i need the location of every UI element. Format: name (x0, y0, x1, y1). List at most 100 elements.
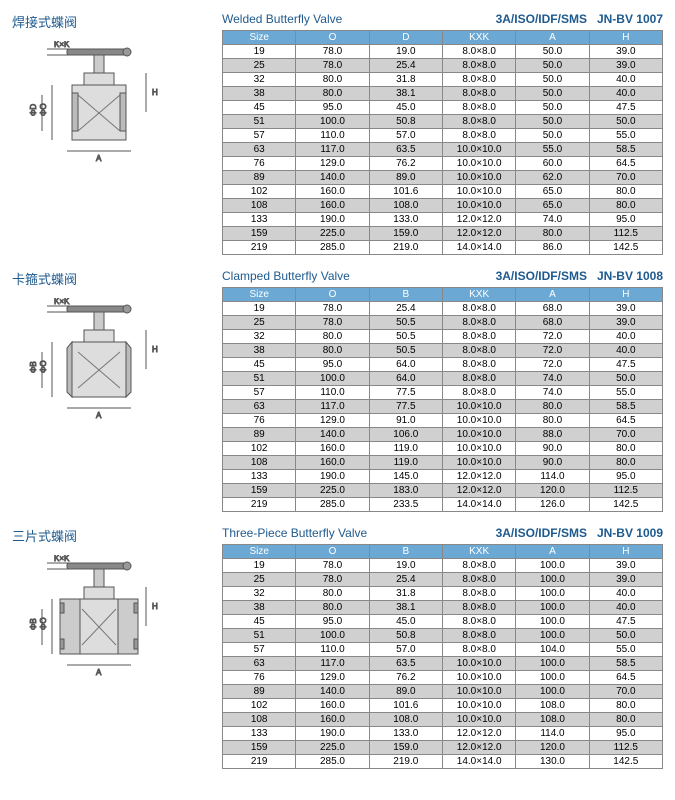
table-cell: 159 (223, 484, 296, 498)
table-cell: 31.8 (369, 587, 442, 601)
table-cell: 102 (223, 442, 296, 456)
table-header-bar: Three-Piece Butterfly Valve3A/ISO/IDF/SM… (222, 526, 663, 540)
table-cell: 40.0 (589, 601, 662, 615)
table-cell: 90.0 (516, 456, 589, 470)
table-cell: 47.5 (589, 101, 662, 115)
table-cell: 65.0 (516, 185, 589, 199)
table-row: 63117.063.510.0×10.0100.058.5 (223, 657, 663, 671)
table-row: 89140.089.010.0×10.0100.070.0 (223, 685, 663, 699)
table-cell: 68.0 (516, 302, 589, 316)
table-row: 57110.057.08.0×8.0104.055.0 (223, 643, 663, 657)
section-title-en: Welded Butterfly Valve (222, 12, 342, 26)
table-cell: 80.0 (516, 227, 589, 241)
table-cell: 108 (223, 456, 296, 470)
table-cell: 142.5 (589, 755, 662, 769)
table-cell: 8.0×8.0 (442, 302, 515, 316)
table-cell: 160.0 (296, 713, 369, 727)
spec-table: SizeOBKXKAH1978.019.08.0×8.0100.039.0257… (222, 544, 663, 769)
svg-text:H: H (152, 345, 158, 354)
table-cell: 100.0 (516, 629, 589, 643)
table-cell: 50.5 (369, 344, 442, 358)
table-cell: 8.0×8.0 (442, 87, 515, 101)
table-cell: 19 (223, 45, 296, 59)
table-cell: 50.5 (369, 316, 442, 330)
table-row: 51100.064.08.0×8.074.050.0 (223, 372, 663, 386)
table-row: 159225.0183.012.0×12.0120.0112.5 (223, 484, 663, 498)
table-cell: 285.0 (296, 498, 369, 512)
table-cell: 95.0 (589, 213, 662, 227)
column-header: A (516, 31, 589, 45)
table-cell: 219.0 (369, 755, 442, 769)
table-cell: 12.0×12.0 (442, 227, 515, 241)
table-cell: 102 (223, 699, 296, 713)
table-cell: 120.0 (516, 741, 589, 755)
table-cell: 190.0 (296, 213, 369, 227)
valve-diagram: K×KΦOΦBHA (12, 555, 182, 690)
product-code: JN-BV 1009 (597, 526, 663, 540)
section-title-cn: 三片式蝶阀 (12, 526, 222, 545)
table-cell: 80.0 (516, 414, 589, 428)
column-header: O (296, 31, 369, 45)
column-header: O (296, 288, 369, 302)
table-cell: 64.5 (589, 671, 662, 685)
table-cell: 50.5 (369, 330, 442, 344)
table-cell: 50.0 (589, 115, 662, 129)
table-cell: 32 (223, 330, 296, 344)
table-cell: 57 (223, 643, 296, 657)
table-cell: 12.0×12.0 (442, 470, 515, 484)
table-cell: 112.5 (589, 484, 662, 498)
table-cell: 100.0 (516, 685, 589, 699)
section-title-cn: 焊接式蝶阀 (12, 12, 222, 31)
table-cell: 40.0 (589, 87, 662, 101)
table-cell: 117.0 (296, 657, 369, 671)
table-cell: 10.0×10.0 (442, 199, 515, 213)
table-cell: 50.0 (516, 101, 589, 115)
table-cell: 80.0 (589, 199, 662, 213)
table-cell: 58.5 (589, 143, 662, 157)
table-cell: 160.0 (296, 199, 369, 213)
svg-text:K×K: K×K (54, 41, 70, 49)
table-cell: 8.0×8.0 (442, 115, 515, 129)
table-header-bar: Welded Butterfly Valve3A/ISO/IDF/SMSJN-B… (222, 12, 663, 26)
table-row: 4595.064.08.0×8.072.047.5 (223, 358, 663, 372)
table-row: 89140.089.010.0×10.062.070.0 (223, 171, 663, 185)
table-cell: 25.4 (369, 302, 442, 316)
table-cell: 8.0×8.0 (442, 101, 515, 115)
table-cell: 10.0×10.0 (442, 685, 515, 699)
table-cell: 50.0 (516, 115, 589, 129)
table-cell: 100.0 (516, 573, 589, 587)
table-row: 159225.0159.012.0×12.0120.0112.5 (223, 741, 663, 755)
table-row: 57110.077.58.0×8.074.055.0 (223, 386, 663, 400)
table-row: 133190.0145.012.0×12.0114.095.0 (223, 470, 663, 484)
table-cell: 77.5 (369, 400, 442, 414)
table-cell: 25 (223, 59, 296, 73)
table-cell: 60.0 (516, 157, 589, 171)
table-cell: 40.0 (589, 330, 662, 344)
table-cell: 8.0×8.0 (442, 615, 515, 629)
table-cell: 39.0 (589, 559, 662, 573)
table-row: 102160.0101.610.0×10.0108.080.0 (223, 699, 663, 713)
table-cell: 38 (223, 87, 296, 101)
table-row: 2578.025.48.0×8.0100.039.0 (223, 573, 663, 587)
table-cell: 76 (223, 414, 296, 428)
table-cell: 80.0 (589, 699, 662, 713)
valve-section: 卡箍式蝶阀K×KΦOΦBHAClamped Butterfly Valve3A/… (12, 269, 663, 512)
svg-text:A: A (96, 411, 102, 420)
svg-text:A: A (96, 154, 102, 163)
table-cell: 129.0 (296, 671, 369, 685)
table-cell: 40.0 (589, 344, 662, 358)
table-cell: 86.0 (516, 241, 589, 255)
table-cell: 50.0 (516, 45, 589, 59)
table-cell: 89 (223, 685, 296, 699)
valve-section: 三片式蝶阀 K×KΦOΦBHA Three-Piece Butterfly Valv… (12, 526, 663, 769)
table-cell: 102 (223, 185, 296, 199)
table-cell: 10.0×10.0 (442, 456, 515, 470)
table-row: 108160.0108.010.0×10.065.080.0 (223, 199, 663, 213)
table-cell: 110.0 (296, 643, 369, 657)
table-cell: 47.5 (589, 358, 662, 372)
table-cell: 95.0 (589, 470, 662, 484)
table-cell: 91.0 (369, 414, 442, 428)
table-cell: 10.0×10.0 (442, 185, 515, 199)
table-cell: 19.0 (369, 45, 442, 59)
section-title-en: Three-Piece Butterfly Valve (222, 526, 367, 540)
